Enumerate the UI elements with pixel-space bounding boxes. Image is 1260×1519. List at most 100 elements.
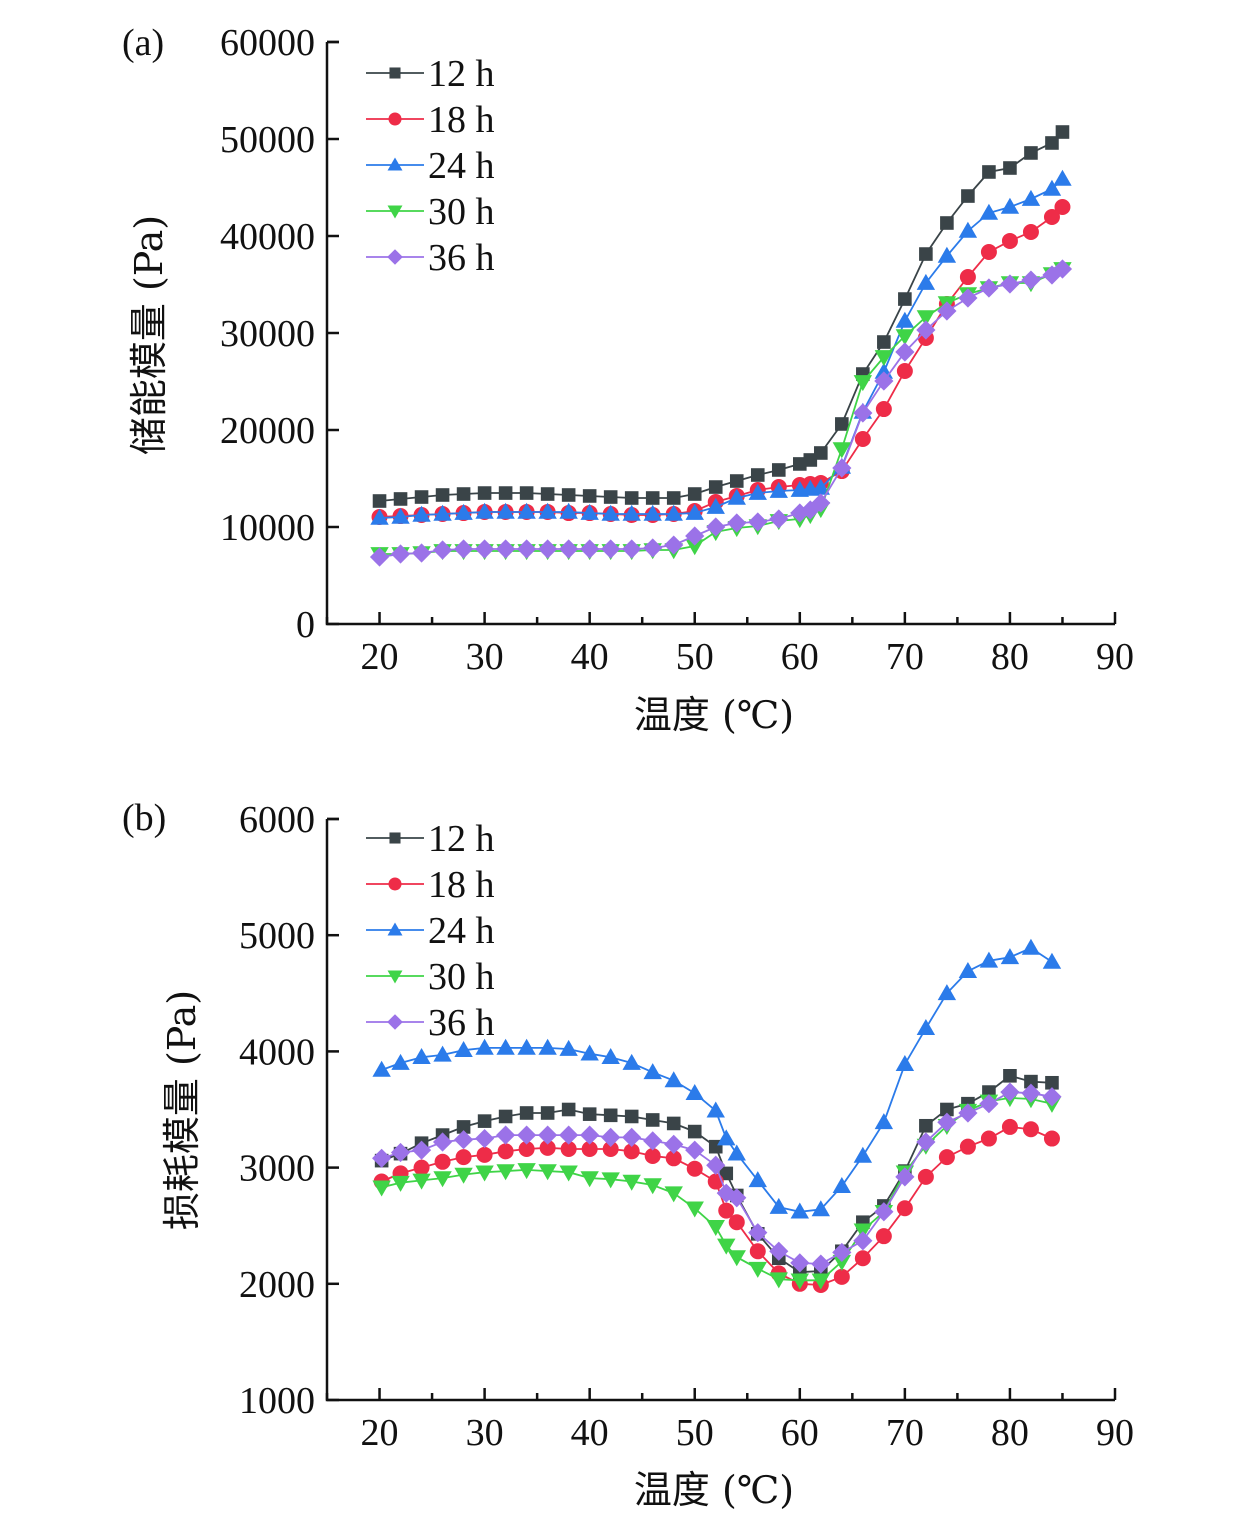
legend-marker xyxy=(388,877,402,891)
data-point xyxy=(719,1166,734,1181)
data-point xyxy=(685,1201,704,1218)
data-point xyxy=(1045,1075,1059,1090)
data-point xyxy=(475,1128,495,1149)
series-30h xyxy=(370,262,1072,564)
data-point xyxy=(811,1200,831,1217)
data-point xyxy=(706,1101,725,1118)
data-point xyxy=(961,189,975,203)
data-point xyxy=(453,1130,474,1150)
data-point xyxy=(959,1138,976,1155)
data-point xyxy=(517,1163,536,1180)
data-point xyxy=(898,292,912,306)
axes: 1000 2000 3000 4000 5000 6000 20 30 40 50 60 70 80 90 xyxy=(239,799,1134,1454)
data-point xyxy=(769,1241,789,1261)
data-point xyxy=(1055,125,1070,139)
legend-item: 24 h xyxy=(366,145,495,187)
data-point xyxy=(369,547,390,567)
data-point xyxy=(665,1150,682,1167)
y-tick-label: 40000 xyxy=(220,216,315,258)
data-point xyxy=(561,488,576,502)
x-tick-label: 30 xyxy=(466,636,504,678)
data-point xyxy=(517,502,536,519)
data-point xyxy=(539,1139,556,1156)
data-point xyxy=(498,486,513,500)
x-tick-label: 50 xyxy=(676,636,714,678)
data-point xyxy=(540,1106,555,1120)
data-point xyxy=(645,491,660,505)
data-point xyxy=(580,1044,599,1061)
data-point xyxy=(793,457,807,471)
y-tick-label: 3000 xyxy=(239,1148,315,1190)
panel-label: (b) xyxy=(122,797,166,839)
data-point xyxy=(814,446,828,460)
data-point xyxy=(708,480,723,494)
series-layer xyxy=(372,938,1062,1293)
data-point xyxy=(664,1071,683,1088)
data-point xyxy=(748,1223,768,1243)
y-tick-label: 10000 xyxy=(220,507,315,549)
legend-label: 18 h xyxy=(428,99,495,141)
data-point xyxy=(519,486,534,500)
data-point xyxy=(622,1127,642,1147)
data-point xyxy=(393,492,408,506)
data-point xyxy=(477,486,492,500)
legend-label: 24 h xyxy=(428,910,495,952)
data-point xyxy=(1021,270,1041,290)
data-point xyxy=(432,1132,453,1152)
data-point xyxy=(895,342,915,362)
chart-panel-b: (b) 1000 2000 3000 4000 5000 6000 20 30 40 50 60 70… xyxy=(122,797,1134,1512)
y-tick-label: 0 xyxy=(296,604,315,646)
data-point xyxy=(496,502,515,519)
data-point xyxy=(559,539,579,559)
data-point xyxy=(582,489,597,503)
data-point xyxy=(916,273,936,290)
data-point xyxy=(727,1188,747,1208)
x-tick-label: 40 xyxy=(571,1412,609,1454)
panel-label: (a) xyxy=(122,22,164,64)
data-point xyxy=(538,502,557,519)
data-point xyxy=(748,1171,767,1188)
data-point xyxy=(1022,1121,1039,1138)
data-point xyxy=(853,1146,873,1163)
data-point xyxy=(727,1144,746,1161)
data-point xyxy=(769,1272,788,1289)
data-point xyxy=(706,1220,725,1237)
chart-panel-a: (a) 0 10000 20000 30000 40000 50000 60000 20 30 4… xyxy=(122,22,1134,737)
data-point xyxy=(875,401,892,418)
data-point xyxy=(517,1125,537,1145)
data-point xyxy=(1001,1118,1018,1135)
y-axis-title: 储能模量 (Pa) xyxy=(127,215,171,455)
data-point xyxy=(664,535,684,555)
data-point xyxy=(601,1172,620,1189)
data-point xyxy=(496,1038,515,1055)
x-tick-label: 20 xyxy=(361,636,399,678)
data-point xyxy=(580,1125,600,1145)
data-point xyxy=(497,1143,514,1160)
data-point xyxy=(1042,179,1062,196)
data-point xyxy=(937,1112,957,1132)
data-point xyxy=(582,1107,597,1121)
legend-marker xyxy=(387,157,403,171)
legend-marker xyxy=(387,922,403,936)
data-point xyxy=(769,481,788,498)
data-point xyxy=(895,311,915,328)
data-point xyxy=(540,487,555,501)
data-point xyxy=(454,1167,473,1184)
data-point xyxy=(937,246,957,263)
legend-item: 36 h xyxy=(366,1002,495,1044)
series-layer xyxy=(369,125,1073,567)
series-line xyxy=(381,1091,1053,1265)
data-point xyxy=(959,269,976,286)
x-tick-label: 50 xyxy=(676,1412,714,1454)
data-point xyxy=(477,1114,492,1128)
data-point xyxy=(769,509,789,529)
data-point xyxy=(717,1238,736,1255)
series-line xyxy=(381,1096,1053,1282)
data-point xyxy=(475,1165,494,1182)
legend: 12 h18 h24 h30 h36 h xyxy=(366,818,495,1044)
data-point xyxy=(453,539,474,559)
y-tick-label: 50000 xyxy=(220,119,315,161)
data-point xyxy=(877,335,891,349)
data-point xyxy=(1052,259,1073,279)
data-point xyxy=(1043,208,1060,225)
